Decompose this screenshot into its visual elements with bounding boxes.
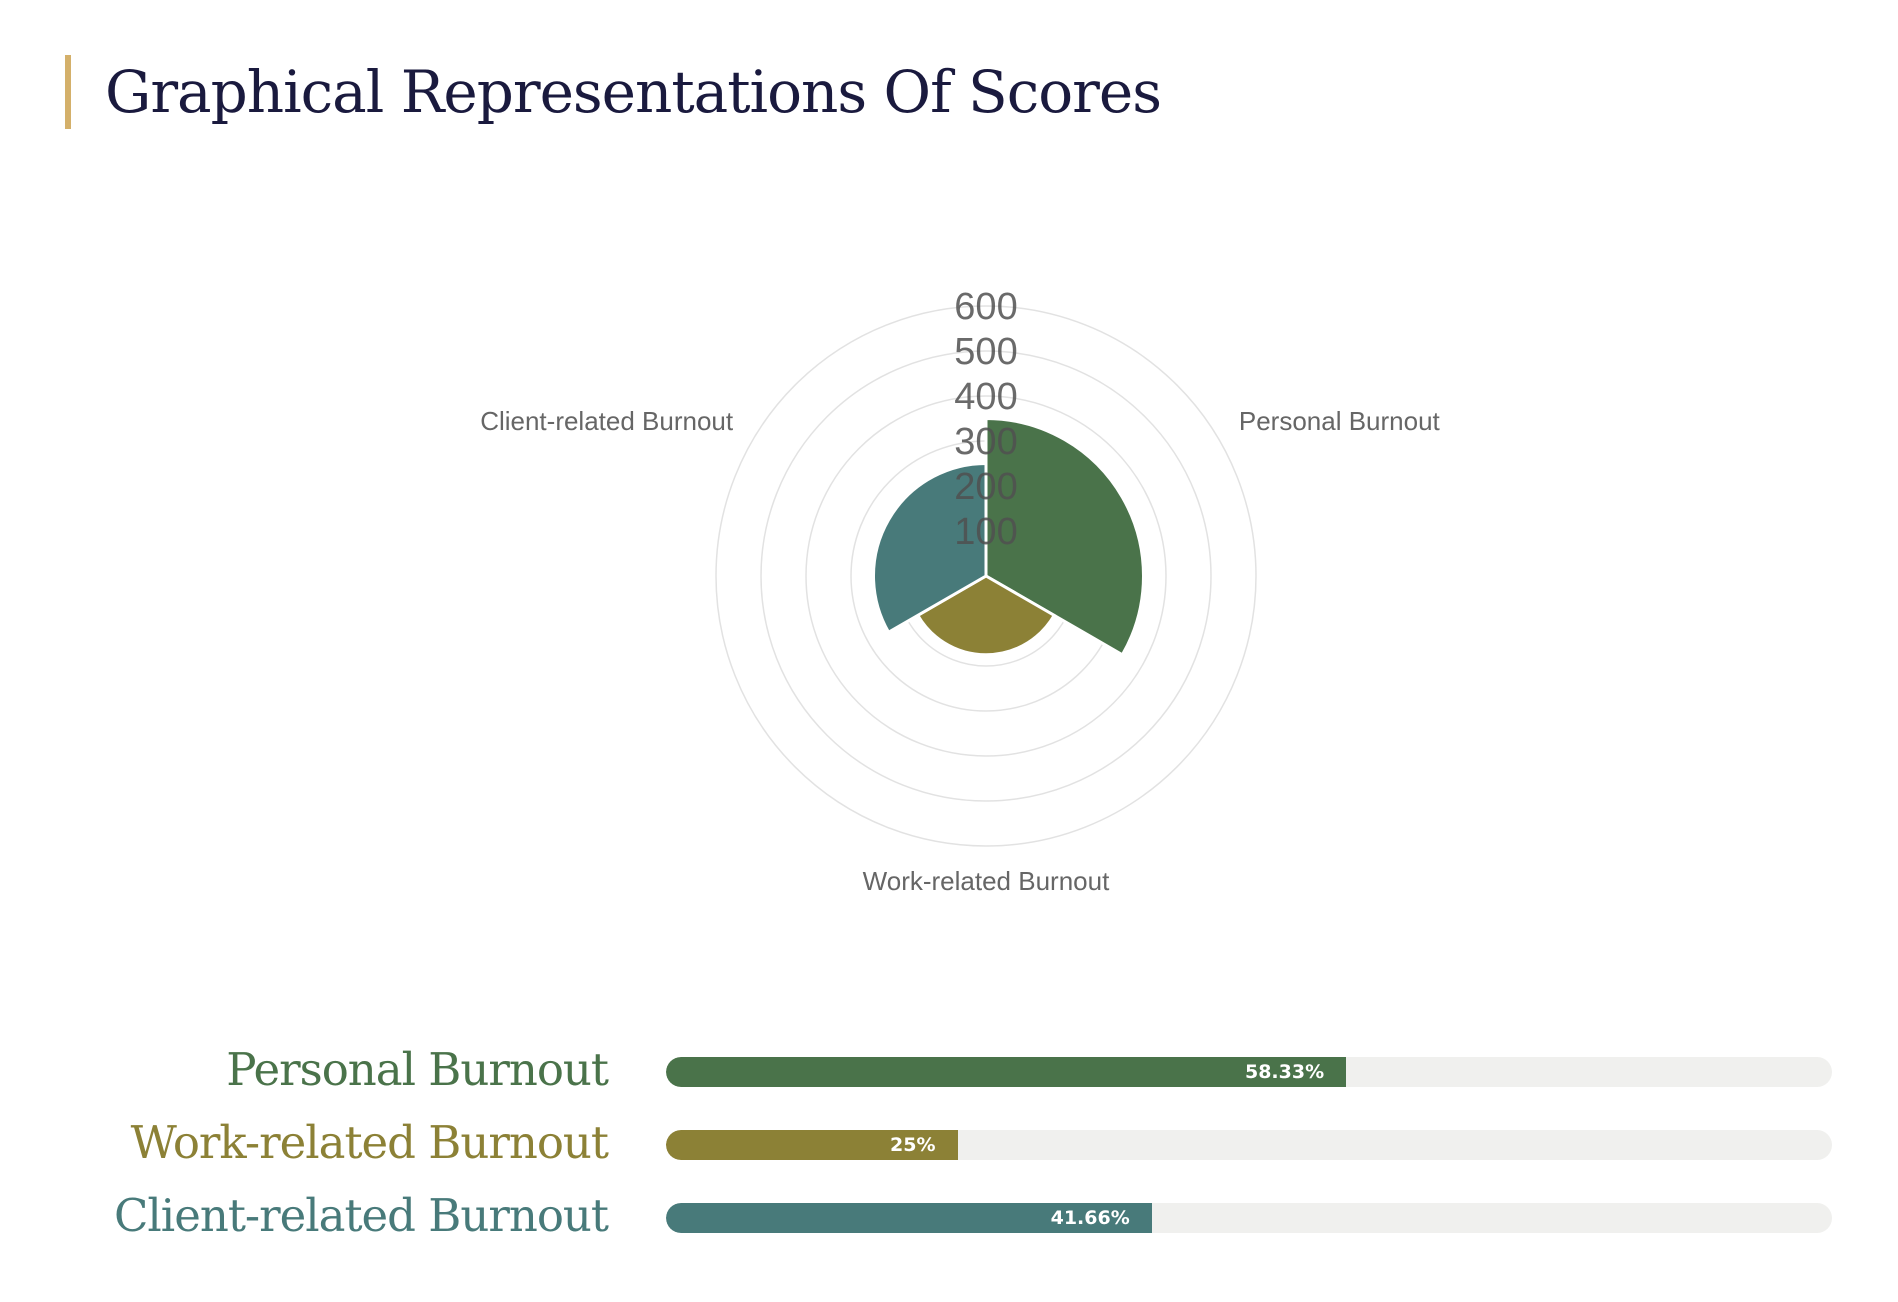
- bar-track: 41.66%: [666, 1203, 1832, 1233]
- polar-segment-client-related-burnout[interactable]: [872, 461, 988, 635]
- polar-tick-label: 100: [954, 511, 1017, 553]
- polar-category-labels: Personal Burnout Work-related Burnout Clie…: [480, 406, 1440, 896]
- polar-grid-ring: [760, 350, 1212, 802]
- bar-row: Work-related Burnout 25%: [0, 1113, 1898, 1173]
- polar-segment-work-related-burnout[interactable]: [915, 574, 1057, 657]
- polar-tick-label: 600: [954, 286, 1017, 328]
- bar-value-label: 58.33%: [1244, 1061, 1325, 1083]
- page-header: Graphical Representations Of Scores: [65, 55, 1162, 129]
- polar-tick-label: 200: [954, 466, 1017, 508]
- bar-label: Work-related Burnout: [130, 1116, 609, 1169]
- polar-tick-label: 400: [954, 376, 1017, 418]
- bar-track: 25%: [666, 1130, 1832, 1160]
- bar-fill: 58.33%: [666, 1057, 1347, 1087]
- bar-value-label: 41.66%: [1050, 1207, 1130, 1229]
- polar-category-label: Personal Burnout: [1239, 406, 1441, 436]
- bar-label: Client-related Burnout: [113, 1189, 609, 1242]
- bar-value-label: 25%: [890, 1134, 936, 1156]
- polar-tick-label: 300: [954, 421, 1017, 463]
- polar-category-label: Work-related Burnout: [863, 866, 1110, 896]
- bar-label: Personal Burnout: [226, 1043, 609, 1096]
- page-title: Graphical Representations Of Scores: [105, 58, 1162, 126]
- polar-grid-ring: [715, 305, 1257, 847]
- polar-segments: [872, 416, 1146, 657]
- bar-track: 58.33%: [666, 1057, 1832, 1087]
- polar-segment-personal-burnout[interactable]: [984, 416, 1146, 657]
- bar-fill: 25%: [666, 1130, 958, 1160]
- polar-category-label: Client-related Burnout: [480, 406, 734, 436]
- bar-fill: 41.66%: [666, 1203, 1152, 1233]
- bar-row: Personal Burnout 58.33%: [0, 1040, 1898, 1100]
- bar-row: Client-related Burnout 41.66%: [0, 1186, 1898, 1246]
- polar-tick-label: 500: [954, 331, 1017, 373]
- polar-grid-ring: [805, 395, 1167, 757]
